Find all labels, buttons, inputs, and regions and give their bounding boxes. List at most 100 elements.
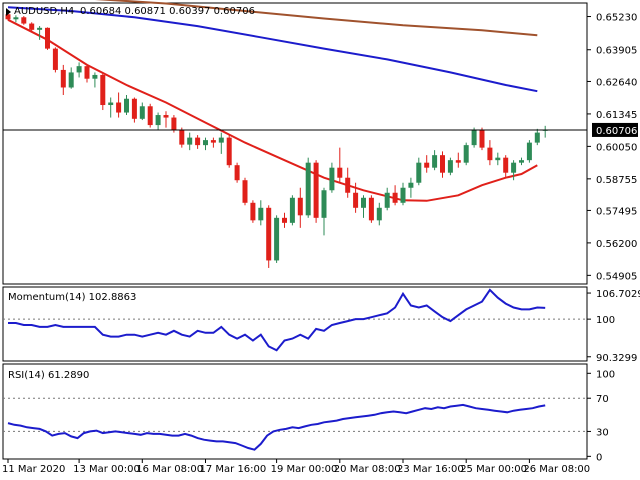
time-tick-label: 25 Mar 00:00: [460, 464, 527, 475]
time-tick-label: 19 Mar 00:00: [271, 464, 338, 475]
candle-body: [424, 162, 430, 168]
symbol-label: AUDUSD,H4: [14, 6, 74, 17]
candle-body: [305, 162, 311, 216]
candle-body: [108, 102, 114, 106]
candle-body: [5, 14, 11, 20]
candle-body: [76, 66, 82, 73]
price-pane-border: [2, 2, 588, 285]
time-tick-label: 11 Mar 2020: [2, 464, 65, 475]
moving-average-line: [7, 18, 538, 202]
candle-body: [250, 202, 256, 221]
candle-body: [440, 155, 445, 173]
candle-body: [163, 115, 169, 118]
candle-body: [116, 102, 122, 113]
candle-body: [100, 74, 106, 106]
candle-body: [266, 207, 272, 261]
candle-body: [52, 48, 58, 70]
price-tick-label: 0.54905: [596, 271, 637, 282]
indicator-tick-label: 30: [596, 427, 609, 438]
momentum-axis: 106.7029 100 90.3299: [3, 289, 640, 364]
candle-body: [534, 132, 540, 143]
candle-body: [37, 27, 43, 30]
price-tick-label: 0.57495: [596, 206, 637, 217]
candle-body: [455, 160, 461, 163]
candle-body: [361, 197, 366, 208]
candle-body: [495, 157, 501, 161]
candle-body: [179, 130, 185, 145]
rsi-axis: 100 70 30 0: [3, 369, 615, 463]
candle-body: [345, 177, 351, 193]
candle-body: [432, 155, 438, 168]
candle-body: [487, 147, 493, 161]
price-tick-label: 0.63905: [596, 46, 637, 57]
candle-body: [471, 130, 477, 146]
candle-body: [60, 69, 66, 88]
candle-body: [526, 142, 532, 161]
symbol-arrow-icon: [6, 8, 11, 16]
last-price-badge: [592, 122, 638, 137]
candle-body: [376, 207, 382, 221]
indicator-tick-label: 70: [596, 394, 609, 405]
candle-body: [92, 74, 98, 79]
candle-body: [155, 115, 161, 126]
candle-body: [519, 160, 524, 163]
price-tick-label: 0.62640: [596, 77, 637, 88]
indicator-line: [8, 288, 546, 352]
price-tick-label: 0.56200: [596, 239, 637, 250]
time-tick-label: 20 Mar 08:00: [334, 464, 401, 475]
rsi-line: [7, 403, 546, 451]
candle-body: [13, 17, 19, 20]
candle-body: [234, 165, 240, 181]
time-tick-label: 17 Mar 16:00: [200, 464, 267, 475]
candle-body: [337, 167, 343, 178]
price-tick-label: 0.60050: [596, 142, 637, 153]
indicator-line: [7, 403, 546, 451]
candle-body: [84, 66, 90, 79]
price-tick-label: 0.58755: [596, 175, 637, 186]
time-tick-label: 13 Mar 00:00: [73, 464, 140, 475]
candle-body: [226, 137, 232, 166]
momentum-line: [8, 288, 546, 352]
indicator-tick-label: 100: [596, 315, 615, 326]
moving-average-line: [94, 0, 538, 37]
candle-body: [511, 162, 517, 173]
candle-body: [416, 162, 422, 183]
candle-body: [29, 23, 35, 30]
momentum-label: Momentum(14) 102.8863: [8, 292, 136, 303]
candle-body: [329, 167, 335, 191]
candle-body: [45, 27, 50, 49]
candle-body: [258, 207, 264, 221]
candlesticks: [5, 10, 548, 268]
rsi-pane-border: [2, 363, 588, 460]
price-axis: 0.65230 0.63905 0.62640 0.61345 0.60050 0.587…: [587, 13, 637, 282]
candle-body: [68, 72, 74, 88]
price-tick-label: 0.65230: [596, 13, 637, 24]
candle-body: [124, 98, 129, 113]
candle-body: [289, 197, 295, 223]
rsi-label: RSI(14) 61.2890: [8, 370, 89, 381]
candle-body: [400, 187, 406, 203]
candle-body: [218, 137, 224, 143]
candle-body: [147, 106, 153, 126]
time-tick-label: 16 Mar 08:00: [136, 464, 203, 475]
indicator-tick-label: 0: [596, 452, 602, 463]
momentum-pane-border: [2, 286, 588, 362]
candle-body: [384, 192, 390, 208]
indicator-tick-label: 106.7029: [596, 289, 640, 300]
candle-body: [139, 106, 145, 119]
candle-body: [313, 162, 319, 218]
candle-body: [392, 192, 398, 203]
candle-body: [353, 192, 359, 208]
candle-body: [297, 197, 303, 216]
candle-body: [463, 145, 469, 163]
indicator-tick-label: 100: [596, 369, 615, 380]
candle-body: [21, 17, 27, 24]
candle-body: [282, 217, 287, 223]
candle-body: [447, 160, 453, 173]
indicator-tick-label: 90.3299: [596, 353, 637, 364]
moving-average-line: [7, 6, 538, 93]
price-tick-label: 0.61345: [596, 110, 637, 121]
candle-body: [408, 182, 414, 188]
